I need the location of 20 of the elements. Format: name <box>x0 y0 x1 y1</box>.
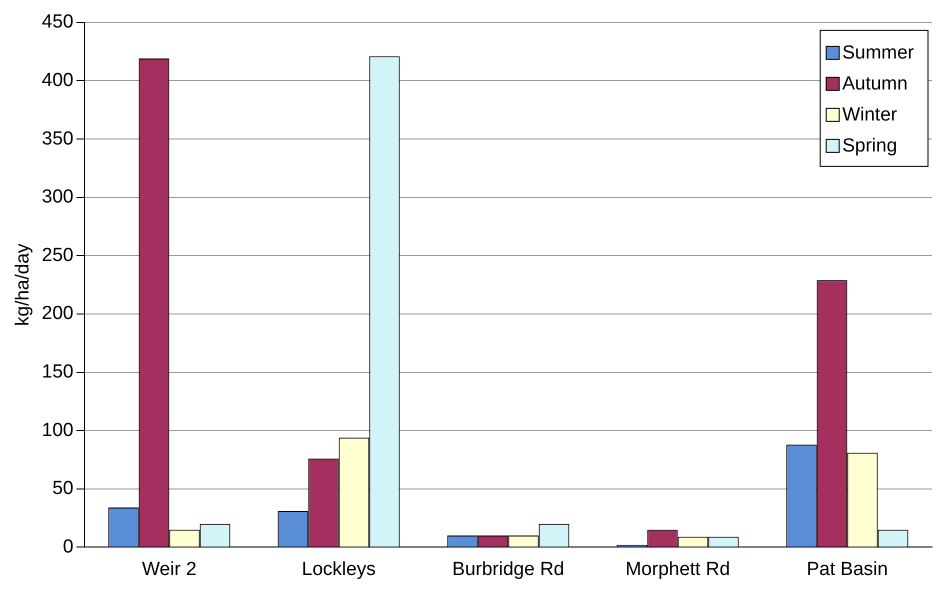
y-tick-label: 50 <box>52 478 74 500</box>
x-tick-label: Weir 2 <box>142 558 197 580</box>
x-tick-label: Burbridge Rd <box>452 558 564 580</box>
y-tick-label: 350 <box>42 128 74 150</box>
legend-label: Winter <box>842 104 898 126</box>
x-tick-label: Morphett Rd <box>625 558 730 580</box>
legend-label: Summer <box>842 42 915 64</box>
legend-label: Spring <box>842 136 898 157</box>
y-tick-label: 100 <box>42 420 74 441</box>
y-tick-label: 150 <box>42 362 74 382</box>
x-tick-label: Pat Basin <box>806 558 888 580</box>
y-tick-label: 250 <box>42 244 74 266</box>
y-tick-label: 400 <box>42 70 74 91</box>
legend-label: Autumn <box>842 74 908 95</box>
y-tick-label: 0 <box>62 536 74 558</box>
y-tick-label: 450 <box>42 12 74 33</box>
y-tick-label: 200 <box>42 303 74 324</box>
x-tick-label: Lockleys <box>302 558 376 580</box>
y-axis-title: kg/ha/day <box>12 243 34 326</box>
y-tick-label: 300 <box>42 186 74 208</box>
